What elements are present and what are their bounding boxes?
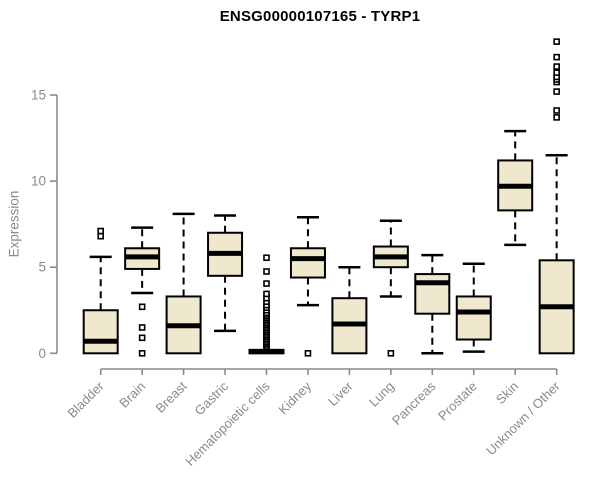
- iqr-box: [455, 295, 492, 341]
- boxplot-brain: [124, 226, 161, 357]
- outlier-point: [553, 107, 560, 114]
- x-tick-label: Brain: [116, 379, 148, 411]
- outlier-point: [263, 280, 270, 287]
- y-tick-label: 15: [31, 88, 46, 103]
- x-tick-label: Bladder: [65, 378, 108, 421]
- boxplot-gastric: [207, 214, 244, 333]
- y-tick-label: 10: [31, 174, 46, 189]
- boxplot-unknown-other: [538, 38, 575, 355]
- iqr-box: [414, 273, 451, 315]
- outlier-point: [138, 349, 146, 357]
- boxplot-lung: [372, 219, 409, 357]
- boxplot-breast: [165, 212, 202, 355]
- x-tick-label: Pancreas: [389, 378, 439, 428]
- x-tick-label: Unknown / Other: [483, 378, 563, 458]
- x-tick-label: Kidney: [275, 378, 314, 417]
- y-tick-label: 5: [38, 260, 46, 275]
- x-tick-label: Prostate: [435, 379, 480, 424]
- outlier-point: [263, 254, 270, 262]
- outlier-point: [387, 349, 395, 357]
- boxplot-hematopoietic-cells: [248, 254, 285, 355]
- boxplot-pancreas: [414, 253, 451, 355]
- boxplot-skin: [497, 129, 534, 247]
- y-tick-label: 0: [38, 346, 46, 361]
- x-tick-label: Skin: [493, 379, 521, 407]
- outlier-point: [553, 69, 560, 76]
- y-axis: 0 5 10 15: [31, 88, 58, 361]
- outlier-point: [97, 227, 104, 235]
- outlier-point: [138, 334, 146, 342]
- boxplot-bladder: [82, 227, 119, 355]
- boxplot-prostate: [455, 262, 492, 353]
- iqr-box: [289, 247, 326, 279]
- outlier-point: [553, 63, 560, 70]
- outlier-point: [553, 88, 560, 95]
- x-tick-label: Breast: [153, 378, 190, 415]
- outlier-point: [138, 324, 146, 331]
- outlier-point: [553, 114, 560, 121]
- boxplot-liver: [331, 265, 368, 355]
- x-tick-label: Liver: [325, 378, 356, 409]
- chart-title: ENSG00000107165 - TYRP1: [219, 8, 421, 25]
- outlier-point: [138, 303, 146, 311]
- outlier-point: [97, 232, 104, 240]
- outlier-point: [553, 38, 560, 45]
- outlier-point: [263, 290, 270, 298]
- boxplot-kidney: [289, 216, 326, 357]
- outlier-point: [553, 53, 560, 61]
- outlier-point: [263, 268, 270, 275]
- iqr-box: [82, 309, 119, 355]
- x-tick-label: Gastric: [191, 378, 231, 418]
- x-tick-label: Lung: [366, 379, 397, 410]
- outlier-point: [304, 349, 312, 357]
